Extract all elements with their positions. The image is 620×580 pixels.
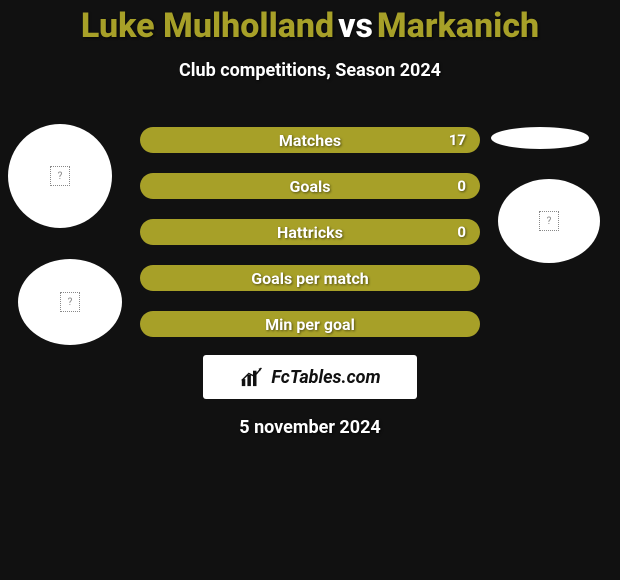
player-avatar-right-1: ? [498,179,600,263]
broken-image-icon: ? [60,292,80,312]
stat-pill-right [491,127,589,149]
stat-value-right: 17 [449,131,466,149]
player-avatar-left-2: ? [18,259,122,345]
stat-bar-matches: Matches 17 [140,127,480,153]
fctables-chart-icon [239,366,267,388]
subtitle: Club competitions, Season 2024 [0,60,620,81]
stat-label: Matches [279,131,341,150]
stat-label: Hattricks [277,223,343,242]
date-text: 5 november 2024 [0,417,620,438]
stat-bar-hattricks: Hattricks 0 [140,219,480,245]
title-left-name: Luke Mulholland [81,6,334,46]
title-right-name: Markanich [377,6,539,46]
player-avatar-left-1: ? [8,124,112,228]
broken-image-icon: ? [539,211,559,231]
stat-value-right: 0 [457,177,466,195]
fctables-brand-text: FcTables.com [271,367,380,388]
fctables-watermark: FcTables.com [203,355,417,399]
stat-label: Goals [290,177,331,196]
stat-value-right: 0 [457,223,466,241]
stat-label: Goals per match [251,269,369,288]
stat-bar-mpg: Min per goal [140,311,480,337]
stat-bar-goals: Goals 0 [140,173,480,199]
broken-image-icon: ? [50,166,70,186]
comparison-title: Luke Mulholland vs Markanich [0,0,620,46]
stat-rows: Matches 17 Goals 0 Hattricks 0 Goals per… [140,127,480,337]
title-vs: vs [338,6,373,46]
stat-bar-gpm: Goals per match [140,265,480,291]
stat-label: Min per goal [265,315,355,334]
